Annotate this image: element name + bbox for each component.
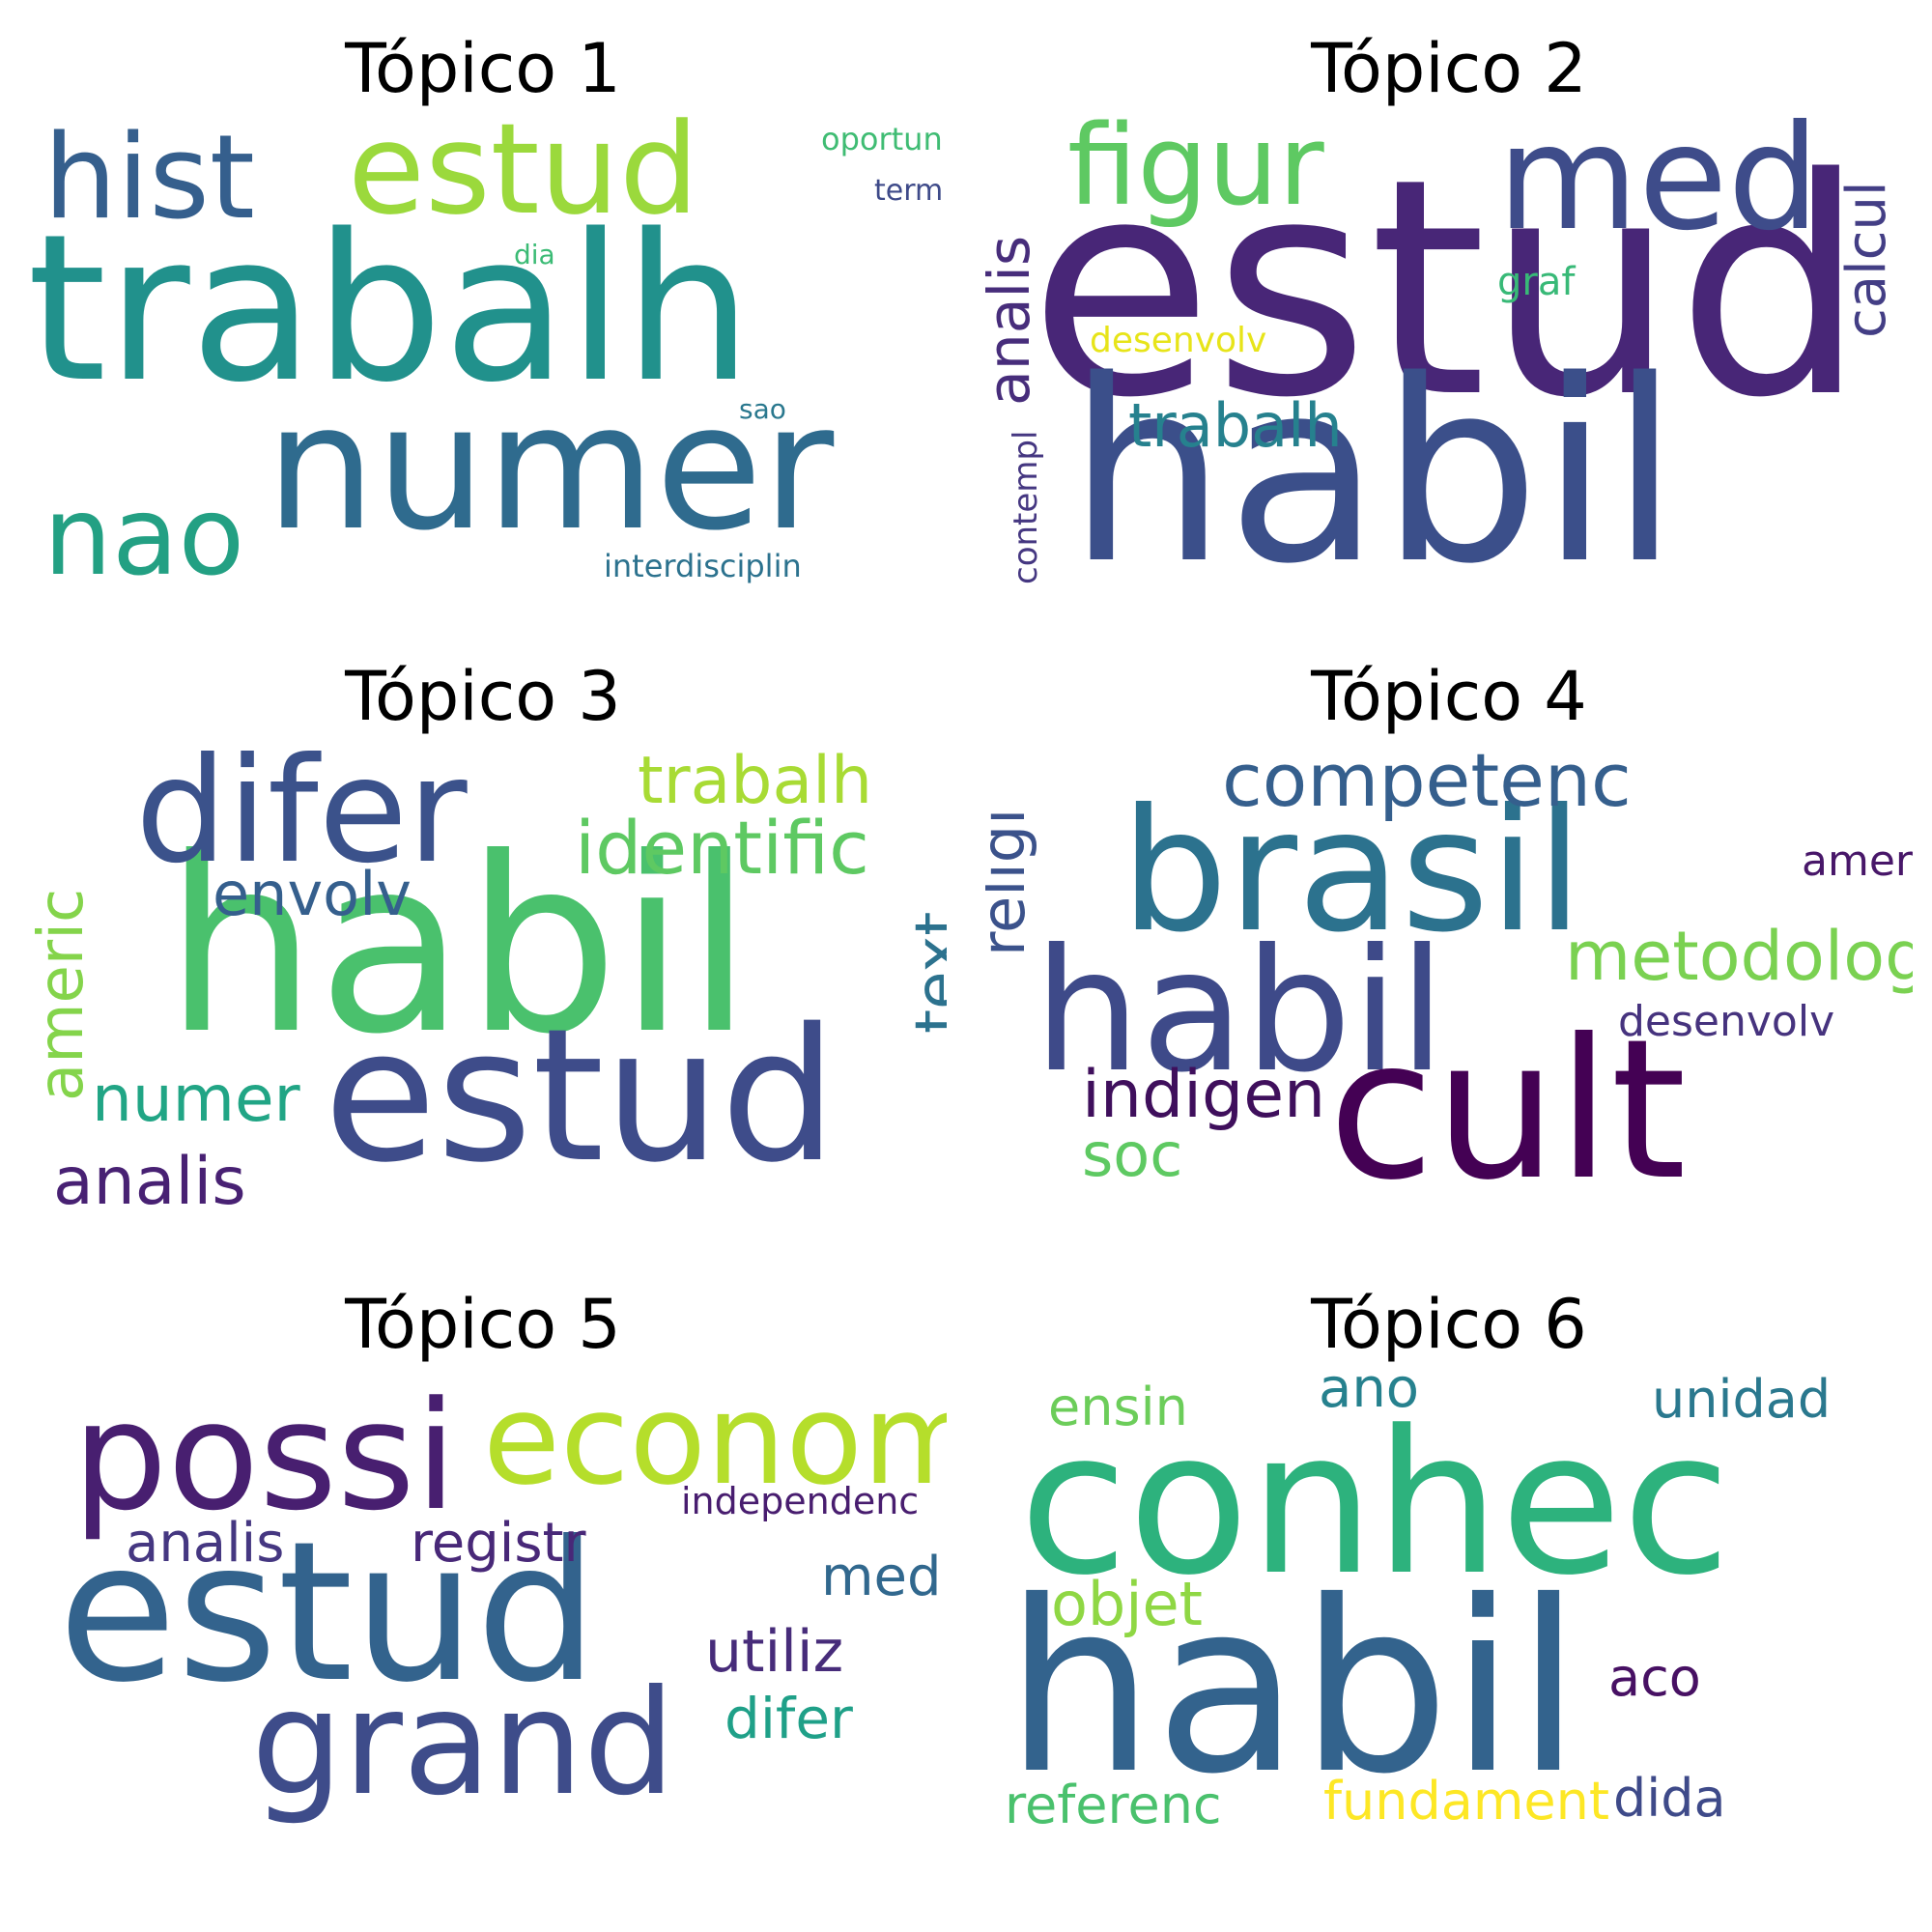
- cloud-word: trabalh: [638, 743, 873, 819]
- cloud-word: calcul: [1835, 181, 1898, 338]
- cloud-word: trabalh: [27, 190, 753, 427]
- cloud-word: contempl: [1007, 430, 1045, 584]
- topic-panel-5: Tópico 5 estud possi econom grand analis…: [19, 1256, 947, 1884]
- word-cloud: conhec habil ensin ano unidad objet aco …: [985, 1362, 1913, 1884]
- cloud-word: unidad: [1652, 1369, 1832, 1430]
- cloud-word: econom: [483, 1366, 947, 1513]
- cloud-word: graf: [1497, 260, 1576, 304]
- topic-panel-3: Tópico 3 habil estud difer trabalh ident…: [19, 628, 947, 1256]
- cloud-word: identific: [575, 805, 869, 891]
- cloud-word: utiliz: [705, 1618, 844, 1686]
- topic-title: Tópico 3: [345, 657, 621, 736]
- word-cloud: habil estud difer trabalh identific envo…: [19, 734, 947, 1256]
- cloud-word: analis: [985, 235, 1043, 406]
- cloud-word: aco: [1608, 1647, 1701, 1708]
- topic-panel-6: Tópico 6 conhec habil ensin ano unidad o…: [985, 1256, 1913, 1884]
- word-cloud: estud habil med figur analis calcul trab…: [985, 106, 1913, 628]
- cloud-word: registr: [411, 1512, 586, 1575]
- cloud-word: metodolog: [1565, 917, 1913, 996]
- cloud-word: objet: [1051, 1569, 1203, 1639]
- cloud-word: independenc: [681, 1480, 920, 1522]
- cloud-word: americ: [26, 888, 98, 1101]
- cloud-word: fundament: [1323, 1771, 1610, 1832]
- word-cloud: trabalh numer estud hist nao oportun ter…: [19, 106, 947, 628]
- cloud-word: numer: [266, 367, 835, 569]
- cloud-word: estud: [1029, 115, 1867, 464]
- cloud-word: difer: [724, 1686, 853, 1751]
- cloud-word: habil: [1034, 914, 1446, 1110]
- topic-panel-2: Tópico 2 estud habil med figur analis ca…: [985, 0, 1913, 628]
- cloud-word: habil: [164, 806, 753, 1087]
- cloud-word: analis: [53, 1144, 246, 1220]
- cloud-word: nao: [43, 474, 245, 600]
- cloud-word: brasil: [1121, 774, 1583, 970]
- cloud-word: habil: [1067, 327, 1680, 619]
- cloud-word: amer: [1802, 837, 1913, 886]
- topic-title: Tópico 5: [345, 1285, 621, 1364]
- cloud-word: analis: [126, 1512, 285, 1575]
- cloud-word: oportun: [821, 121, 943, 157]
- cloud-word: desenvolv: [1618, 997, 1835, 1046]
- word-cloud: brasil habil cult competenc metodolog re…: [985, 734, 1913, 1256]
- cloud-word: grand: [251, 1660, 676, 1828]
- cloud-word: numer: [92, 1062, 300, 1136]
- cloud-word: text: [903, 911, 947, 1034]
- cloud-word: hist: [43, 111, 255, 245]
- cloud-word: competenc: [1222, 737, 1632, 823]
- cloud-word: figur: [1067, 106, 1324, 231]
- cloud-word: religi: [985, 808, 1038, 956]
- cloud-word: estud: [58, 1500, 599, 1725]
- cloud-word: trabalh: [1128, 390, 1343, 461]
- cloud-word: sao: [739, 393, 786, 425]
- cloud-word: referenc: [1005, 1775, 1222, 1835]
- topic-panel-4: Tópico 4 brasil habil cult competenc met…: [985, 628, 1913, 1256]
- cloud-word: envolv: [213, 859, 412, 929]
- cloud-word: estud: [348, 106, 699, 242]
- cloud-word: desenvolv: [1090, 321, 1267, 360]
- topic-title: Tópico 6: [1311, 1285, 1587, 1364]
- word-cloud: estud possi econom grand analis registr …: [19, 1362, 947, 1884]
- cloud-word: conhec: [1019, 1389, 1731, 1619]
- cloud-word: med: [821, 1546, 942, 1608]
- cloud-word: ano: [1319, 1362, 1420, 1420]
- cloud-word: indigen: [1082, 1057, 1326, 1133]
- cloud-word: cult: [1328, 998, 1687, 1223]
- cloud-word: dia: [514, 239, 555, 270]
- topic-title: Tópico 2: [1311, 29, 1587, 108]
- cloud-word: difer: [135, 734, 468, 895]
- cloud-word: med: [1497, 106, 1820, 263]
- cloud-word: soc: [1082, 1120, 1183, 1190]
- topic-title: Tópico 4: [1311, 657, 1587, 736]
- topic-title: Tópico 1: [345, 29, 621, 108]
- cloud-word: interdisciplin: [604, 548, 802, 584]
- cloud-word: habil: [1005, 1550, 1582, 1826]
- cloud-word: ensin: [1048, 1377, 1188, 1437]
- cloud-word: dida: [1613, 1768, 1726, 1829]
- cloud-word: possi: [72, 1369, 457, 1544]
- topic-panel-1: Tópico 1 trabalh numer estud hist nao op…: [19, 0, 947, 628]
- cloud-word: term: [874, 174, 944, 208]
- cloud-word: estud: [324, 989, 838, 1203]
